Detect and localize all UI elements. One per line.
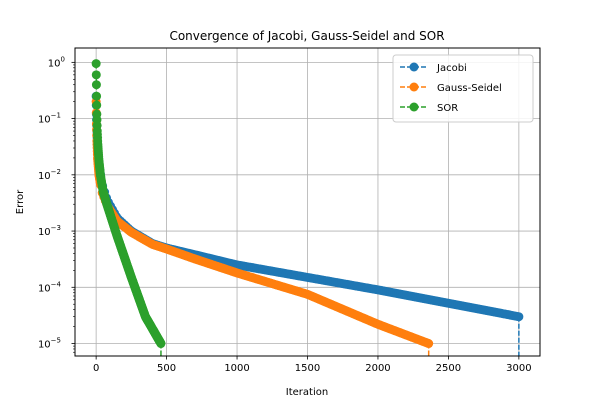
y-tick-label: 10−3: [38, 224, 61, 238]
y-tick-label: 10−5: [38, 337, 61, 351]
legend-box: [392, 54, 534, 123]
y-tick-label: 10−1: [38, 112, 61, 126]
y-tick-label: 100: [48, 55, 65, 69]
series-sor: [91, 59, 166, 356]
legend-label: Jacobi: [436, 63, 467, 74]
data-point: [91, 70, 101, 80]
x-tick-label: 1500: [295, 363, 320, 374]
x-tick-label: 1000: [224, 363, 249, 374]
x-tick-label: 0: [93, 363, 99, 374]
data-point: [92, 91, 102, 101]
x-axis-ticks: 0 500 1000 1500 2000 2500 3000: [93, 356, 532, 374]
y-tick-label: 10−4: [38, 280, 62, 294]
series-layer: [91, 59, 524, 356]
legend-marker: [409, 102, 419, 112]
x-tick-label: 2000: [365, 363, 390, 374]
data-point: [91, 59, 101, 69]
legend-label: SOR: [437, 103, 458, 114]
data-point: [92, 100, 102, 110]
legend: Jacobi Gauss-Seidel SOR: [392, 54, 534, 123]
y-axis-label: Error: [15, 189, 26, 214]
x-tick-label: 2500: [436, 363, 461, 374]
x-axis-label: Iteration: [286, 387, 328, 398]
y-axis-ticks: 10−5 10−4 10−3 10−2 10−1 100: [38, 55, 75, 353]
grid: [75, 48, 540, 356]
legend-marker: [409, 82, 419, 92]
y-tick-label: 10−2: [38, 168, 61, 182]
data-point: [514, 312, 524, 322]
data-point: [91, 80, 101, 90]
x-tick-label: 500: [157, 363, 176, 374]
legend-label: Gauss-Seidel: [437, 83, 502, 94]
chart-title: Convergence of Jacobi, Gauss-Seidel and …: [169, 29, 444, 43]
x-tick-label: 3000: [506, 363, 531, 374]
data-point: [424, 339, 434, 349]
data-point: [156, 339, 166, 349]
legend-marker: [409, 62, 419, 72]
